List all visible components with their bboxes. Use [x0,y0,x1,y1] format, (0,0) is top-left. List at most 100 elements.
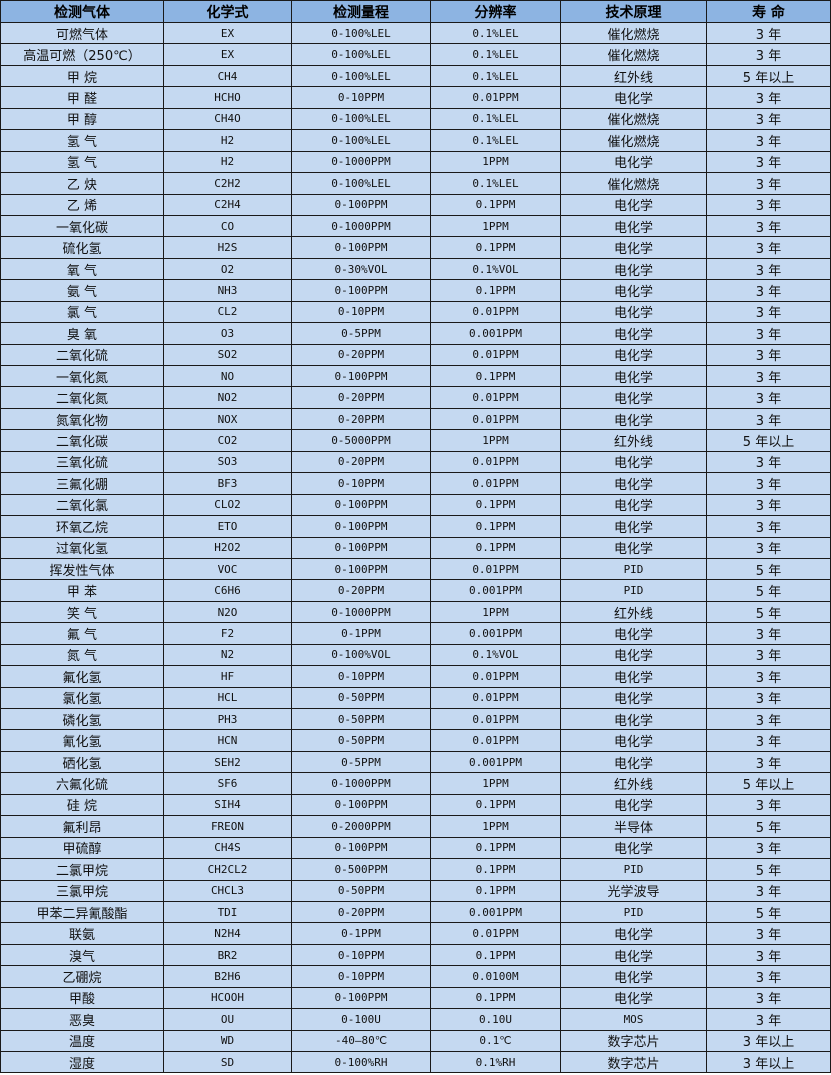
cell-lifespan: 3 年 [706,300,831,324]
cell-principle: 电化学 [560,450,707,474]
cell-formula: CL2 [163,300,292,324]
cell-lifespan: 3 年 [706,150,831,174]
cell-gas: 氢 气 [0,129,164,152]
cell-formula: BF3 [163,472,292,495]
cell-principle: 电化学 [560,965,707,988]
table-row: 氮氧化物 NOX 0-20PPM 0.01PPM 电化学 3 年 [0,407,831,431]
header-gas: 检测气体 [0,0,164,23]
table-row: 甲 醛 HCHO 0-10PPM 0.01PPM 电化学 3 年 [0,86,831,109]
cell-resolution: 0.1PPM [430,515,561,538]
cell-formula: FREON [163,815,292,838]
cell-gas: 氟 气 [0,622,164,645]
cell-range: 0-100%LEL [291,64,431,88]
cell-range: 0-100%LEL [291,43,431,66]
cell-resolution: 0.1%LEL [430,129,561,152]
cell-formula: PH3 [163,707,292,731]
cell-range: 0-10PPM [291,300,431,324]
cell-principle: 电化学 [560,386,707,409]
cell-range: 0-50PPM [291,686,431,710]
cell-range: -40—80℃ [291,1029,431,1053]
cell-principle: PID [560,579,707,602]
cell-lifespan: 5 年以上 [706,64,831,88]
table-row: 氮 气 N2 0-100%VOL 0.1%VOL 电化学 3 年 [0,643,831,667]
cell-formula: NO2 [163,386,292,409]
table-row: 硫化氢 H2S 0-100PPM 0.1PPM 电化学 3 年 [0,236,831,259]
cell-lifespan: 3 年 [706,879,831,902]
cell-range: 0-5PPM [291,750,431,774]
cell-principle: 电化学 [560,407,707,431]
cell-resolution: 0.01PPM [430,472,561,495]
cell-principle: 电化学 [560,236,707,259]
cell-range: 0-20PPM [291,386,431,409]
cell-range: 0-100PPM [291,836,431,860]
cell-gas: 六氟化硫 [0,772,164,795]
cell-range: 0-2000PPM [291,815,431,838]
cell-formula: SEH2 [163,750,292,774]
cell-lifespan: 3 年 [706,472,831,495]
cell-resolution: 1PPM [430,772,561,795]
cell-resolution: 0.01PPM [430,686,561,710]
table-row: 磷化氢 PH3 0-50PPM 0.01PPM 电化学 3 年 [0,707,831,731]
cell-gas: 二氯甲烷 [0,858,164,881]
cell-formula: N2H4 [163,922,292,945]
cell-resolution: 0.01PPM [430,729,561,752]
table-row: 甲硫醇 CH4S 0-100PPM 0.1PPM 电化学 3 年 [0,836,831,860]
cell-principle: 催化燃烧 [560,129,707,152]
cell-gas: 联氨 [0,922,164,945]
table-row: 甲 醇 CH4O 0-100%LEL 0.1%LEL 催化燃烧 3 年 [0,107,831,131]
table-row: 氟利昂 FREON 0-2000PPM 1PPM 半导体 5 年 [0,815,831,838]
cell-resolution: 0.1%LEL [430,64,561,88]
cell-principle: 红外线 [560,64,707,88]
cell-range: 0-1PPM [291,922,431,945]
cell-formula: BR2 [163,943,292,967]
cell-principle: 电化学 [560,536,707,559]
cell-resolution: 0.1PPM [430,836,561,860]
cell-lifespan: 3 年 [706,322,831,345]
cell-gas: 硫化氢 [0,236,164,259]
cell-lifespan: 3 年 [706,965,831,988]
table-row: 臭 氧 O3 0-5PPM 0.001PPM 电化学 3 年 [0,322,831,345]
table-row: 溴气 BR2 0-10PPM 0.1PPM 电化学 3 年 [0,943,831,967]
cell-gas: 乙 烯 [0,193,164,216]
cell-principle: 电化学 [560,922,707,945]
cell-formula: N2O [163,600,292,624]
cell-gas: 氰化氢 [0,729,164,752]
cell-gas: 硒化氢 [0,750,164,774]
table-row: 湿度 SD 0-100%RH 0.1%RH 数字芯片 3 年以上 [0,1050,831,1074]
cell-principle: 催化燃烧 [560,21,707,45]
cell-gas: 氯化氢 [0,686,164,710]
cell-formula: CO2 [163,429,292,452]
cell-resolution: 0.1PPM [430,986,561,1010]
cell-gas: 氮氧化物 [0,407,164,431]
cell-gas: 一氧化碳 [0,214,164,238]
cell-gas: 二氧化氮 [0,386,164,409]
cell-principle: 电化学 [560,214,707,238]
cell-principle: 电化学 [560,86,707,109]
cell-principle: 红外线 [560,429,707,452]
cell-formula: HCN [163,729,292,752]
table-row: 乙硼烷 B2H6 0-10PPM 0.0100M 电化学 3 年 [0,965,831,988]
cell-gas: 磷化氢 [0,707,164,731]
cell-formula: CH4O [163,107,292,131]
cell-formula: H2 [163,129,292,152]
cell-range: 0-1000PPM [291,772,431,795]
cell-range: 0-100%LEL [291,21,431,45]
cell-formula: SF6 [163,772,292,795]
cell-lifespan: 3 年 [706,707,831,731]
cell-principle: MOS [560,1008,707,1031]
cell-range: 0-100%RH [291,1050,431,1074]
cell-principle: 电化学 [560,193,707,216]
cell-principle: PID [560,900,707,924]
cell-formula: HCOOH [163,986,292,1010]
cell-range: 0-100PPM [291,236,431,259]
cell-lifespan: 5 年以上 [706,429,831,452]
table-header-row: 检测气体 化学式 检测量程 分辨率 技术原理 寿 命 [0,0,831,23]
cell-principle: PID [560,557,707,581]
cell-resolution: 0.01PPM [430,300,561,324]
table-row: 可燃气体 EX 0-100%LEL 0.1%LEL 催化燃烧 3 年 [0,21,831,45]
cell-principle: 电化学 [560,665,707,688]
cell-principle: 电化学 [560,836,707,860]
cell-resolution: 0.1PPM [430,858,561,881]
cell-lifespan: 3 年 [706,793,831,817]
cell-lifespan: 3 年 [706,665,831,688]
